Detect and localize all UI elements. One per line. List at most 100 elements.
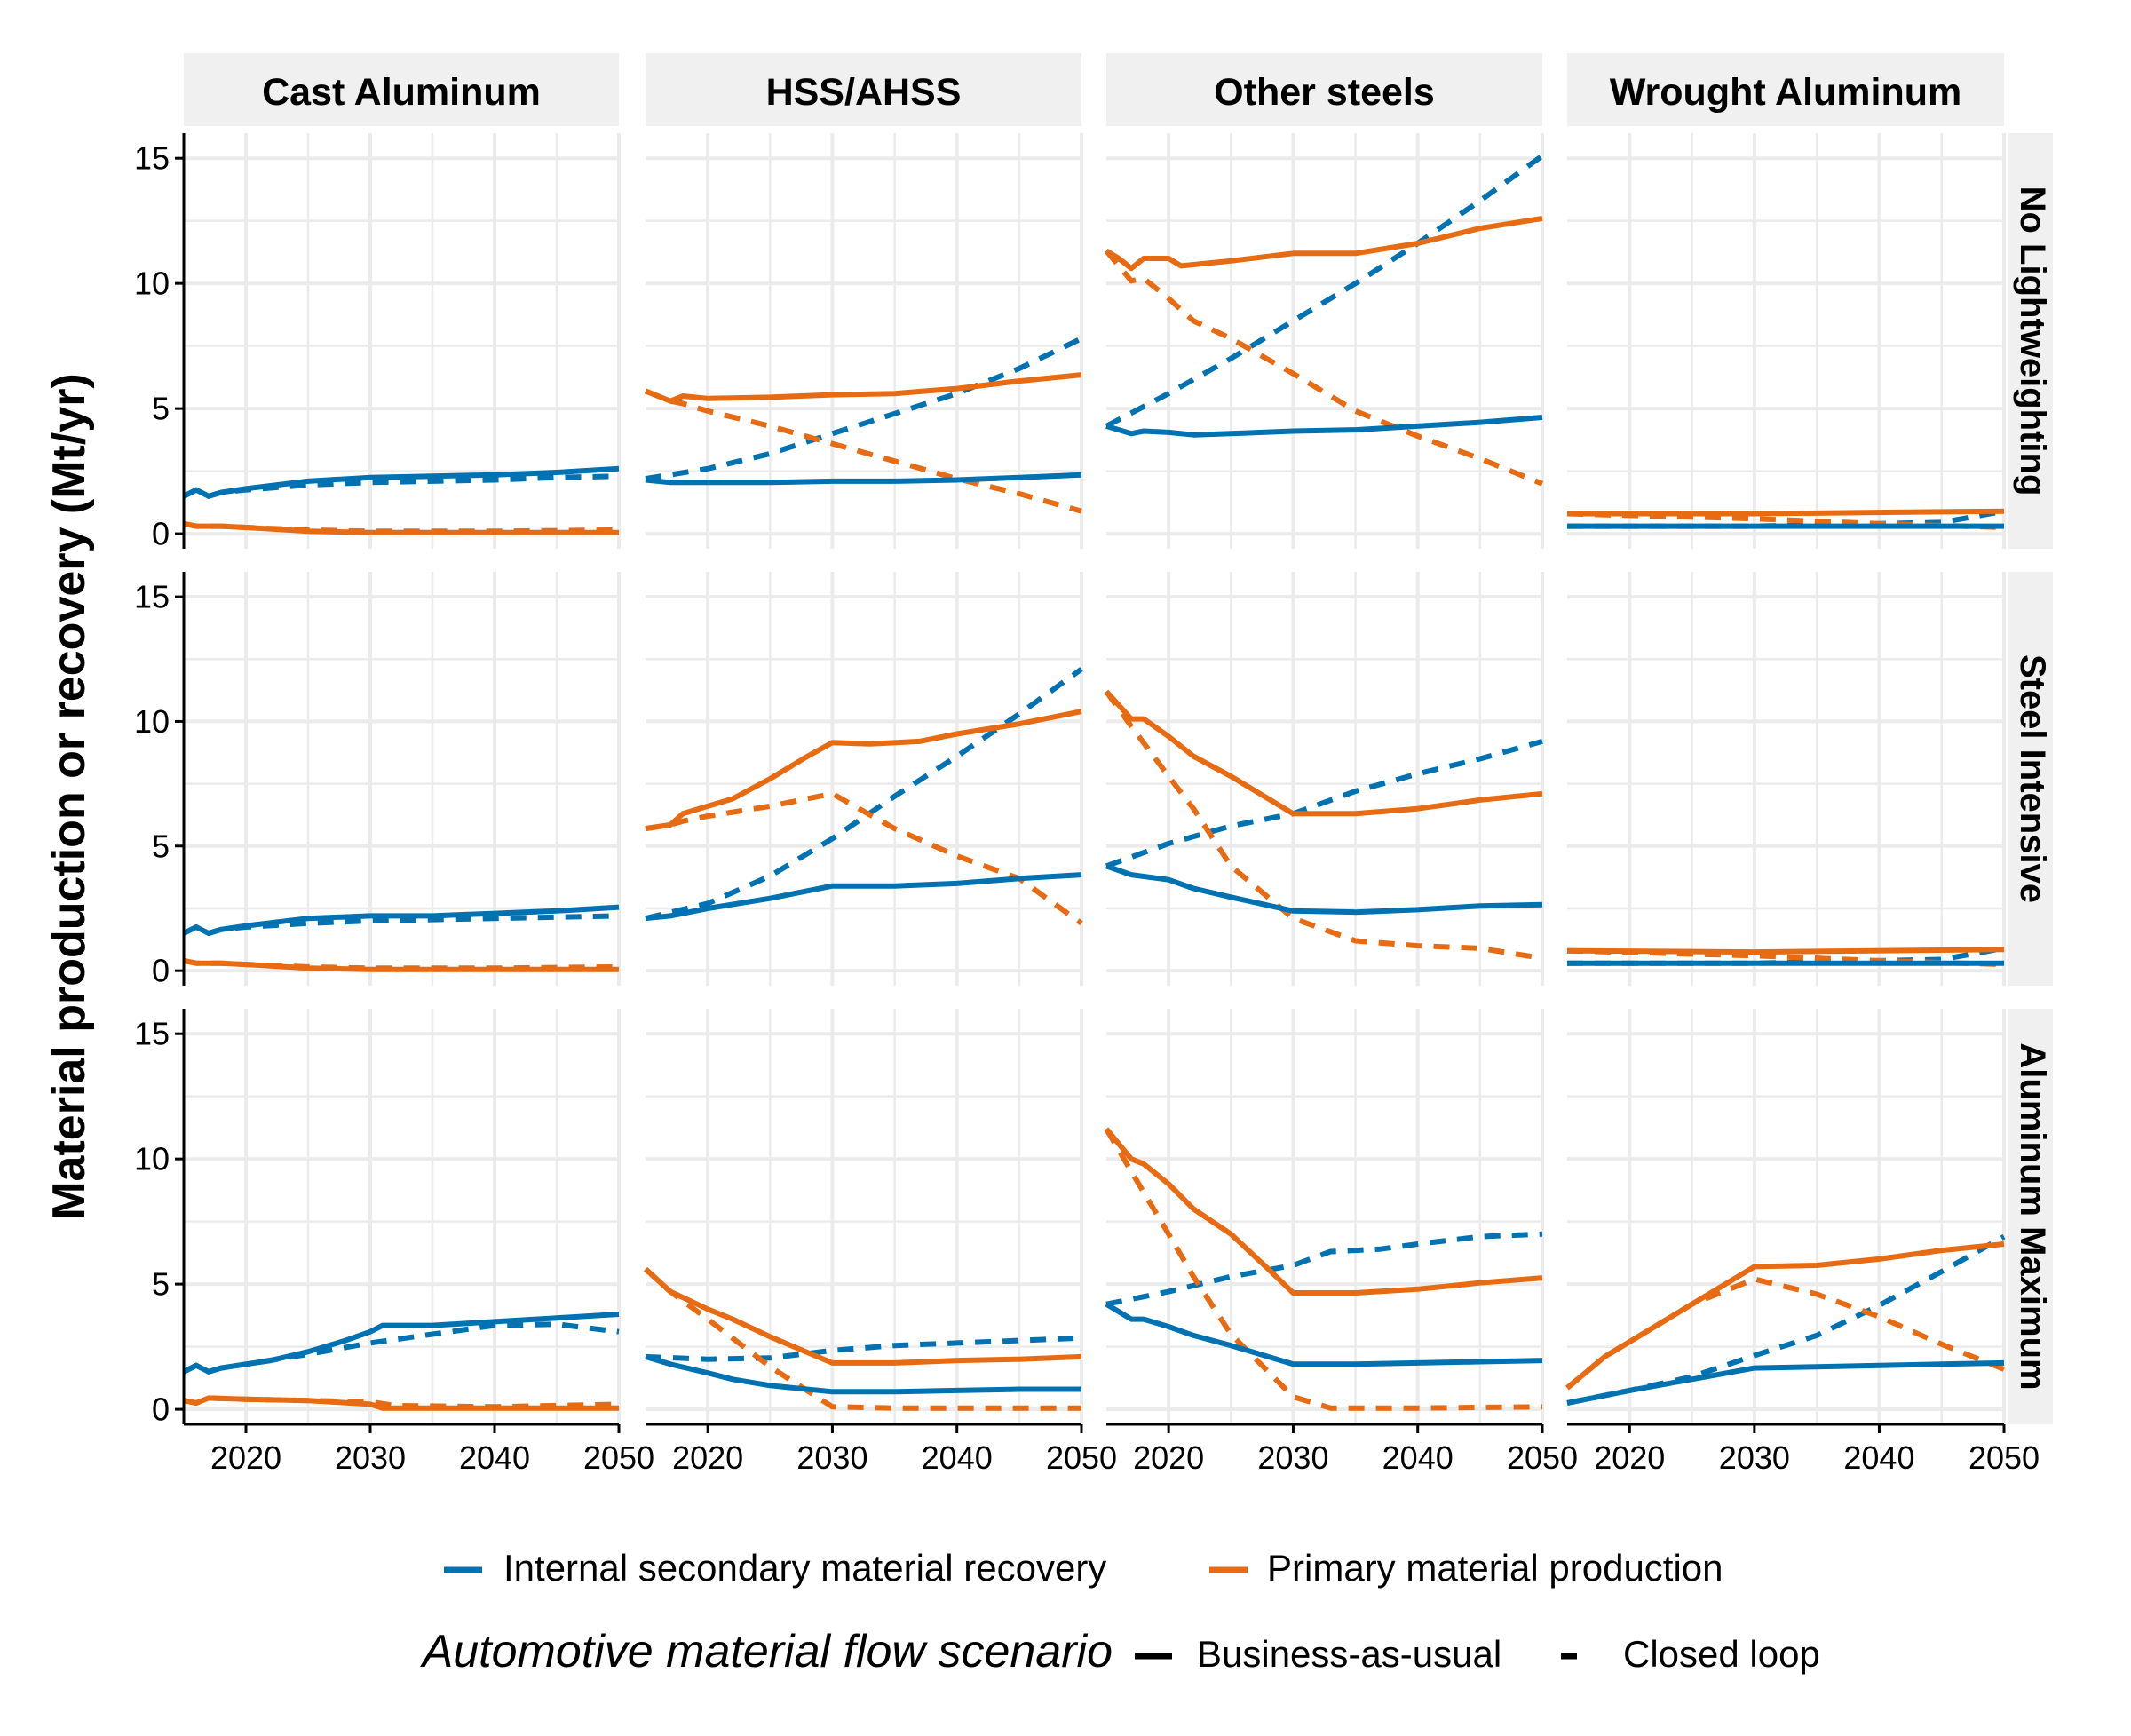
facet-strip-other-steels <box>1106 53 1542 126</box>
x-tick-label: 2040 <box>922 1439 993 1476</box>
panel-grid <box>1567 133 2006 549</box>
x-tick-label: 2040 <box>459 1439 530 1476</box>
series-line-recovery-closed <box>645 667 1083 922</box>
y-tick-label: 15 <box>134 579 170 615</box>
series-line-primary-bau <box>645 709 1082 832</box>
legend-title: Automotive material flow scenario <box>420 1626 1113 1677</box>
facet-strip-wrought-aluminum <box>1567 53 2004 126</box>
series-line-primary-bau <box>1105 215 1543 272</box>
series-line-recovery-bau <box>182 904 620 936</box>
facet-strip-steel-intensive <box>2008 572 2053 986</box>
series-line-primary-closed <box>645 790 1083 926</box>
series-line-recovery-bau <box>645 1354 1081 1395</box>
series-line-primary-bau <box>643 1266 1082 1366</box>
y-tick-label: 15 <box>134 140 170 177</box>
legend-label: Primary material production <box>1267 1547 1723 1589</box>
y-tick-label: 5 <box>152 1266 170 1303</box>
series-line-recovery-bau <box>182 1312 620 1375</box>
panel-steel-intensive-hss-ahss <box>645 667 1083 926</box>
x-tick-label: 2030 <box>335 1439 406 1476</box>
series-line-primary-closed <box>644 388 1082 514</box>
facet-row-label: No Lightweighting <box>2013 186 2052 496</box>
panel-steel-intensive-other-steels <box>1104 689 1543 962</box>
series-line-primary-bau <box>183 1395 619 1411</box>
panel-grid <box>1567 572 2006 986</box>
x-tick-label: 2020 <box>1594 1439 1665 1476</box>
y-axis-title: Material production or recovery (Mt/yr) <box>44 373 95 1220</box>
panel-no-lightweighting-other-steels <box>1104 153 1544 487</box>
series-line-recovery-bau <box>1105 863 1543 916</box>
x-tick-label: 2040 <box>1843 1439 1914 1476</box>
y-tick-label: 15 <box>134 1016 170 1052</box>
y-tick-label: 0 <box>152 953 170 989</box>
x-tick-label: 2030 <box>1257 1439 1328 1476</box>
y-tick-label: 0 <box>152 1391 170 1428</box>
series-line-primary-bau <box>183 957 619 972</box>
series-line-primary-closed <box>1565 1276 2006 1391</box>
legend: Internal secondary material recovery Prim… <box>420 1547 1820 1677</box>
facet-row-label: Steel Intensive <box>2013 654 2052 903</box>
panel-grid <box>646 133 1083 549</box>
series-line-primary-closed <box>1104 1127 1543 1411</box>
facet-strip-cast-aluminum <box>184 53 619 126</box>
x-tick-label: 2050 <box>1969 1439 2040 1476</box>
x-tick-label: 2050 <box>1046 1439 1117 1476</box>
panel-aluminum-maximum-other-steels <box>1104 1127 1543 1411</box>
panel-no-lightweighting-hss-ahss <box>644 336 1083 514</box>
series-line-recovery-closed <box>1566 1233 2006 1406</box>
series-line-recovery-closed <box>182 1321 620 1375</box>
facet-column-label: Wrought Aluminum <box>1610 71 1962 114</box>
x-tick-label: 2030 <box>796 1439 867 1476</box>
panel-steel-intensive-cast-aluminum <box>182 904 620 972</box>
panel-no-lightweighting-cast-aluminum <box>182 465 620 535</box>
legend-label: Business-as-usual <box>1197 1633 1501 1675</box>
facet-column-label: Cast Aluminum <box>262 71 541 114</box>
panel-grid <box>1106 1009 1544 1424</box>
series-line-primary-bau <box>1565 1241 2005 1391</box>
series-line-primary-closed <box>1104 689 1543 962</box>
x-tick-label: 2020 <box>1133 1439 1204 1476</box>
facet-column-label: Other steels <box>1214 71 1435 114</box>
series-line-recovery-bau <box>1105 1302 1543 1367</box>
facet-column-label: HSS/AHSS <box>766 71 962 114</box>
series-line-primary-bau <box>1567 508 2005 517</box>
panel-aluminum-maximum-hss-ahss <box>643 1266 1082 1411</box>
facet-strip-hss-ahss <box>646 53 1081 126</box>
series-line-recovery-bau <box>1105 415 1543 438</box>
x-tick-label: 2050 <box>1507 1439 1578 1476</box>
y-tick-label: 10 <box>134 1141 170 1177</box>
y-tick-label: 0 <box>152 516 170 552</box>
x-tick-label: 2040 <box>1382 1439 1454 1476</box>
series-line-recovery-closed <box>182 473 620 499</box>
x-tick-label: 2050 <box>583 1439 654 1476</box>
facet-strip-no-lightweighting <box>2008 133 2053 549</box>
series-line-recovery-closed <box>645 336 1083 482</box>
series-line-recovery-bau <box>645 472 1082 486</box>
x-tick-label: 2030 <box>1719 1439 1790 1476</box>
y-tick-label: 10 <box>134 703 170 740</box>
series-line-recovery-bau <box>645 872 1082 922</box>
panel-aluminum-maximum-wrought-aluminum <box>1565 1233 2006 1406</box>
series-line-recovery-bau <box>1566 1359 2005 1406</box>
series-line-primary-bau <box>1566 947 2005 955</box>
panel-no-lightweighting-wrought-aluminum <box>1566 508 2005 530</box>
series-line-primary-closed <box>1104 249 1544 487</box>
x-tick-label: 2020 <box>672 1439 743 1476</box>
panel-grid <box>646 572 1083 986</box>
panel-grid <box>1106 572 1544 986</box>
series-line-primary-bau <box>644 372 1082 404</box>
series-line-recovery-closed <box>645 1335 1082 1362</box>
y-tick-label: 5 <box>152 391 170 427</box>
panel-aluminum-maximum-cast-aluminum <box>182 1312 620 1411</box>
facet-strip-aluminum-maximum <box>2008 1009 2053 1424</box>
x-tick-label: 2020 <box>210 1439 281 1476</box>
y-tick-label: 5 <box>152 828 170 864</box>
series-line-recovery-closed <box>1105 739 1543 869</box>
series-line-recovery-bau <box>182 465 620 499</box>
panel-steel-intensive-wrought-aluminum <box>1566 945 2005 968</box>
legend-label: Internal secondary material recovery <box>503 1547 1106 1589</box>
facet-row-label: Aluminum Maximum <box>2013 1042 2052 1390</box>
series-line-recovery-closed <box>1105 1231 1543 1307</box>
